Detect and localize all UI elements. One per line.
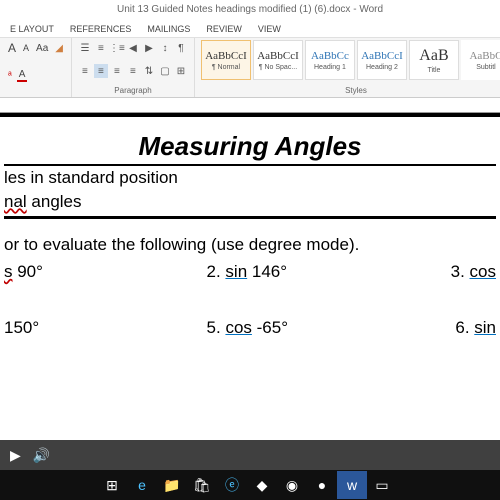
tab-layout[interactable]: E LAYOUT xyxy=(2,24,62,34)
app-icon[interactable]: ◆ xyxy=(247,471,277,499)
style-sample: AaBbCcI xyxy=(257,50,299,62)
clear-format-button[interactable]: ◢ xyxy=(53,43,65,54)
app-icon[interactable]: ▭ xyxy=(367,471,397,499)
word-icon[interactable]: w xyxy=(337,471,367,499)
problem-6: 6. sin xyxy=(455,318,496,338)
style-sample: AaBbCcI xyxy=(205,50,247,62)
grow-font-button[interactable]: A xyxy=(6,41,18,55)
tab-mailings[interactable]: MAILINGS xyxy=(139,24,198,34)
style-name: ¶ Normal xyxy=(212,64,240,71)
style-name: Heading 1 xyxy=(314,64,346,71)
style-sample: AaBbCcI xyxy=(361,50,403,62)
highlight-button[interactable]: ᵃ xyxy=(6,70,14,81)
ie-icon[interactable]: ⓔ xyxy=(217,471,247,499)
style-heading1[interactable]: AaBbCc Heading 1 xyxy=(305,40,355,80)
align-center-button[interactable]: ≡ xyxy=(94,64,108,78)
paragraph-group-label: Paragraph xyxy=(78,86,188,95)
problem-1: s 90° xyxy=(4,262,43,282)
problem-2: 2. sin 146° xyxy=(207,262,288,282)
tab-review[interactable]: REVIEW xyxy=(198,24,250,34)
tab-view[interactable]: VIEW xyxy=(250,24,289,34)
doc-text: nal angles xyxy=(4,190,496,214)
align-left-button[interactable]: ≡ xyxy=(78,64,92,78)
decrease-indent-button[interactable]: ◀ xyxy=(126,41,140,55)
styles-group-label: Styles xyxy=(201,86,500,95)
problem-4: 150° xyxy=(4,318,39,338)
style-sample: AaB xyxy=(419,47,448,65)
document-area[interactable]: Measuring Angles les in standard positio… xyxy=(0,113,500,446)
justify-button[interactable]: ≡ xyxy=(126,64,140,78)
tab-references[interactable]: REFERENCES xyxy=(62,24,140,34)
change-case-button[interactable]: Aa xyxy=(34,43,50,54)
font-color-button[interactable]: A xyxy=(17,69,28,82)
doc-text-underlined: nal xyxy=(4,192,27,211)
ribbon-body: A A Aa ◢ ᵃ A ☰ ≡ ⋮≡ ◀ ▶ ↕ ¶ ≡ ≡ ≡ ≡ ⇅ ▢ … xyxy=(0,38,500,98)
problem-5: 5. cos -65° xyxy=(207,318,288,338)
problems-row: s 90° 2. sin 146° 3. cos xyxy=(4,262,496,282)
app-icon[interactable]: ◉ xyxy=(277,471,307,499)
edge-icon[interactable]: e xyxy=(127,471,157,499)
style-normal[interactable]: AaBbCcI ¶ Normal xyxy=(201,40,251,80)
play-button[interactable]: ▶ xyxy=(10,447,21,464)
task-view-icon[interactable]: ⊞ xyxy=(97,471,127,499)
style-name: Title xyxy=(427,67,440,74)
styles-group: AaBbCcI ¶ Normal AaBbCcI ¶ No Spac... Aa… xyxy=(195,38,500,97)
style-nospacing[interactable]: AaBbCcI ¶ No Spac... xyxy=(253,40,303,80)
style-sample: AaBbC xyxy=(469,50,500,62)
align-right-button[interactable]: ≡ xyxy=(110,64,124,78)
taskbar: ⊞ e 📁 🛍 ⓔ ◆ ◉ ● w ▭ xyxy=(0,470,500,500)
doc-title: Measuring Angles xyxy=(4,125,496,164)
bullets-button[interactable]: ☰ xyxy=(78,41,92,55)
store-icon[interactable]: 🛍 xyxy=(187,471,217,499)
problems-row: 150° 5. cos -65° 6. sin xyxy=(4,318,496,338)
problem-3: 3. cos xyxy=(451,262,496,282)
shading-button[interactable]: ▢ xyxy=(158,64,172,78)
style-title[interactable]: AaB Title xyxy=(409,40,459,80)
font-group: A A Aa ◢ ᵃ A xyxy=(0,38,72,97)
volume-button[interactable]: 🔊 xyxy=(33,447,50,464)
style-heading2[interactable]: AaBbCcI Heading 2 xyxy=(357,40,407,80)
doc-text: les in standard position xyxy=(4,166,496,190)
style-name: Heading 2 xyxy=(366,64,398,71)
style-name: Subtitl xyxy=(476,64,495,71)
video-controls: ▶ 🔊 xyxy=(0,440,500,470)
multilevel-button[interactable]: ⋮≡ xyxy=(110,41,124,55)
sort-button[interactable]: ↕ xyxy=(158,41,172,55)
style-subtitle[interactable]: AaBbC Subtitl xyxy=(461,40,500,80)
numbering-button[interactable]: ≡ xyxy=(94,41,108,55)
ribbon-tabs: E LAYOUT REFERENCES MAILINGS REVIEW VIEW xyxy=(0,20,500,38)
show-marks-button[interactable]: ¶ xyxy=(174,41,188,55)
title-bar: Unit 13 Guided Notes headings modified (… xyxy=(0,0,500,20)
increase-indent-button[interactable]: ▶ xyxy=(142,41,156,55)
chrome-icon[interactable]: ● xyxy=(307,471,337,499)
shrink-font-button[interactable]: A xyxy=(21,43,31,53)
doc-text: or to evaluate the following (use degree… xyxy=(4,233,496,257)
borders-button[interactable]: ⊞ xyxy=(174,64,188,78)
explorer-icon[interactable]: 📁 xyxy=(157,471,187,499)
style-name: ¶ No Spac... xyxy=(259,64,297,71)
ruler[interactable] xyxy=(0,98,500,113)
paragraph-group: ☰ ≡ ⋮≡ ◀ ▶ ↕ ¶ ≡ ≡ ≡ ≡ ⇅ ▢ ⊞ Paragraph xyxy=(72,38,195,97)
style-sample: AaBbCc xyxy=(311,50,349,62)
line-spacing-button[interactable]: ⇅ xyxy=(142,64,156,78)
